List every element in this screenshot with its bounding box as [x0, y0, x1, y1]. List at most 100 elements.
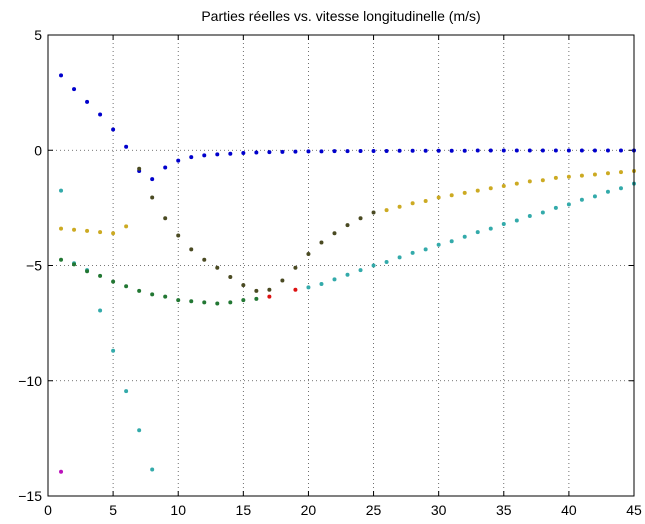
data-point	[462, 190, 467, 195]
data-point	[345, 149, 350, 154]
data-point	[475, 148, 480, 153]
data-point	[306, 285, 311, 290]
data-point	[59, 73, 64, 78]
data-point	[566, 148, 571, 153]
data-point	[514, 148, 519, 153]
data-point	[384, 208, 389, 213]
data-point	[527, 213, 532, 218]
data-point	[176, 233, 181, 238]
data-point	[254, 150, 259, 155]
data-point	[202, 300, 207, 305]
y-tick-label: −10	[18, 373, 42, 389]
data-point	[228, 151, 233, 156]
data-point	[514, 218, 519, 223]
data-points	[59, 73, 636, 474]
data-point	[293, 265, 298, 270]
plot-frame	[47, 34, 635, 497]
x-tick-label: 20	[301, 502, 317, 518]
data-point	[189, 247, 194, 252]
data-point	[449, 193, 454, 198]
data-point	[358, 148, 363, 153]
y-tick-label: −15	[18, 488, 42, 504]
data-point	[98, 230, 103, 235]
data-point	[189, 299, 194, 304]
data-point	[59, 257, 64, 262]
data-point	[215, 152, 220, 157]
data-point	[319, 281, 324, 286]
data-point	[189, 155, 194, 160]
data-point	[293, 287, 298, 292]
data-point	[254, 296, 259, 301]
data-point	[397, 255, 402, 260]
data-point	[111, 279, 116, 284]
data-point	[358, 216, 363, 221]
data-point	[98, 273, 103, 278]
data-point	[449, 239, 454, 244]
data-point	[423, 247, 428, 252]
data-point	[527, 179, 532, 184]
data-point	[462, 148, 467, 153]
data-point	[150, 467, 155, 472]
data-point	[553, 175, 558, 180]
data-point	[371, 263, 376, 268]
data-point	[163, 294, 168, 299]
x-tick-label: 30	[431, 502, 447, 518]
data-point	[605, 171, 610, 176]
data-point	[345, 223, 350, 228]
data-point	[501, 148, 506, 153]
data-point	[150, 195, 155, 200]
data-point	[501, 222, 506, 227]
data-point	[384, 260, 389, 265]
data-point	[293, 149, 298, 154]
y-tick-label: 0	[34, 142, 42, 158]
data-point	[410, 250, 415, 255]
data-point	[59, 469, 64, 474]
data-point	[176, 298, 181, 303]
x-tick-label: 40	[561, 502, 577, 518]
data-point	[436, 195, 441, 200]
data-point	[306, 149, 311, 154]
data-point	[150, 292, 155, 297]
data-point	[111, 127, 116, 132]
data-point	[332, 149, 337, 154]
data-point	[280, 278, 285, 283]
data-point	[618, 170, 623, 175]
data-point	[579, 148, 584, 153]
data-point	[137, 428, 142, 433]
data-point	[605, 148, 610, 153]
data-point	[579, 197, 584, 202]
data-point	[241, 283, 246, 288]
data-point	[423, 148, 428, 153]
data-point	[137, 166, 142, 171]
data-point	[59, 188, 64, 193]
data-point	[566, 202, 571, 207]
data-point	[215, 301, 220, 306]
data-point	[267, 294, 272, 299]
chart-title: Parties réelles vs. vitesse longitudinel…	[201, 8, 480, 24]
data-point	[410, 201, 415, 206]
data-point	[475, 188, 480, 193]
data-point	[527, 148, 532, 153]
data-point	[85, 99, 90, 104]
data-point	[150, 177, 155, 182]
data-point	[215, 265, 220, 270]
data-point	[371, 210, 376, 215]
data-point	[397, 148, 402, 153]
data-point	[384, 148, 389, 153]
data-point	[514, 181, 519, 186]
data-point	[345, 272, 350, 277]
data-point	[254, 288, 259, 293]
data-point	[98, 308, 103, 313]
data-point	[423, 198, 428, 203]
data-point	[397, 204, 402, 209]
y-tick-label: −5	[26, 258, 42, 274]
data-point	[332, 231, 337, 236]
data-point	[358, 268, 363, 273]
data-point	[241, 298, 246, 303]
data-point	[540, 210, 545, 215]
data-point	[540, 178, 545, 183]
data-point	[319, 240, 324, 245]
x-tick-label: 5	[109, 502, 117, 518]
